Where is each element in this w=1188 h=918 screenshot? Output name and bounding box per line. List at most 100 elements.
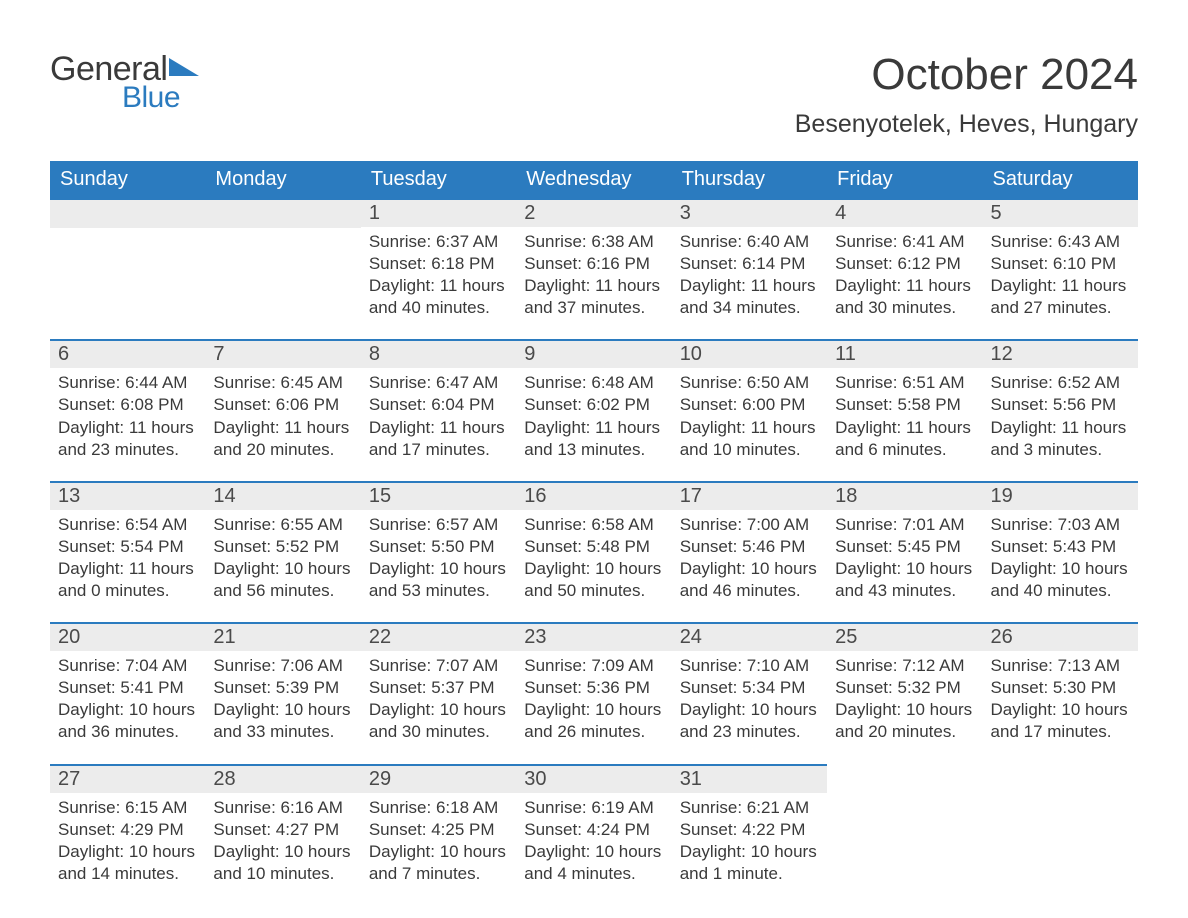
- calendar-cell: 30Sunrise: 6:19 AMSunset: 4:24 PMDayligh…: [516, 764, 671, 905]
- sunrise-value: 6:41 AM: [902, 232, 964, 251]
- daylight-line: Daylight: 10 hours and 40 minutes.: [991, 558, 1130, 602]
- sunrise-value: 6:47 AM: [436, 373, 498, 392]
- sunset-label: Sunset:: [524, 678, 586, 697]
- sunset-line: Sunset: 5:36 PM: [524, 677, 663, 699]
- sunrise-line: Sunrise: 6:21 AM: [680, 797, 819, 819]
- daylight-label: Daylight:: [213, 559, 284, 578]
- sunset-label: Sunset:: [369, 820, 431, 839]
- day-body: Sunrise: 6:50 AMSunset: 6:00 PMDaylight:…: [672, 368, 827, 480]
- sunset-value: 5:52 PM: [276, 537, 339, 556]
- weekday-header: Friday: [827, 161, 982, 198]
- sunset-value: 5:36 PM: [587, 678, 650, 697]
- daylight-label: Daylight:: [835, 418, 906, 437]
- sunrise-line: Sunrise: 6:18 AM: [369, 797, 508, 819]
- daylight-line: Daylight: 11 hours and 6 minutes.: [835, 417, 974, 461]
- day-number: 1: [361, 198, 516, 227]
- sunset-label: Sunset:: [58, 820, 120, 839]
- sunrise-line: Sunrise: 7:04 AM: [58, 655, 197, 677]
- sunset-label: Sunset:: [213, 820, 275, 839]
- sunset-line: Sunset: 5:45 PM: [835, 536, 974, 558]
- logo-text-blue: Blue: [122, 81, 199, 115]
- sunrise-value: 6:16 AM: [281, 798, 343, 817]
- sunrise-value: 7:12 AM: [902, 656, 964, 675]
- sunset-label: Sunset:: [680, 537, 742, 556]
- sunrise-value: 6:51 AM: [902, 373, 964, 392]
- sunset-label: Sunset:: [991, 395, 1053, 414]
- calendar-cell: 7Sunrise: 6:45 AMSunset: 6:06 PMDaylight…: [205, 339, 360, 480]
- title-location: Besenyotelek, Heves, Hungary: [795, 110, 1138, 139]
- calendar-week-row: 27Sunrise: 6:15 AMSunset: 4:29 PMDayligh…: [50, 764, 1138, 905]
- day-body: Sunrise: 7:12 AMSunset: 5:32 PMDaylight:…: [827, 651, 982, 763]
- calendar-cell: 26Sunrise: 7:13 AMSunset: 5:30 PMDayligh…: [983, 622, 1138, 763]
- day-number: 10: [672, 339, 827, 368]
- sunset-line: Sunset: 6:16 PM: [524, 253, 663, 275]
- day-body: Sunrise: 6:41 AMSunset: 6:12 PMDaylight:…: [827, 227, 982, 339]
- day-number: 31: [672, 764, 827, 793]
- sunrise-value: 6:40 AM: [747, 232, 809, 251]
- sunrise-value: 6:18 AM: [436, 798, 498, 817]
- daylight-line: Daylight: 10 hours and 14 minutes.: [58, 841, 197, 885]
- sunset-label: Sunset:: [369, 537, 431, 556]
- day-body: Sunrise: 6:55 AMSunset: 5:52 PMDaylight:…: [205, 510, 360, 622]
- sunset-value: 5:43 PM: [1053, 537, 1116, 556]
- sunset-line: Sunset: 5:56 PM: [991, 394, 1130, 416]
- daylight-label: Daylight:: [680, 559, 751, 578]
- day-body: Sunrise: 7:03 AMSunset: 5:43 PMDaylight:…: [983, 510, 1138, 622]
- daylight-label: Daylight:: [213, 842, 284, 861]
- sunrise-value: 6:50 AM: [747, 373, 809, 392]
- calendar-week-row: 13Sunrise: 6:54 AMSunset: 5:54 PMDayligh…: [50, 481, 1138, 622]
- sunrise-label: Sunrise:: [524, 373, 591, 392]
- sunset-value: 6:04 PM: [431, 395, 494, 414]
- daylight-line: Daylight: 10 hours and 53 minutes.: [369, 558, 508, 602]
- sunrise-line: Sunrise: 6:48 AM: [524, 372, 663, 394]
- daylight-label: Daylight:: [524, 559, 595, 578]
- sunset-line: Sunset: 6:02 PM: [524, 394, 663, 416]
- sunset-label: Sunset:: [680, 254, 742, 273]
- daylight-line: Daylight: 10 hours and 46 minutes.: [680, 558, 819, 602]
- sunrise-label: Sunrise:: [835, 373, 902, 392]
- daylight-line: Daylight: 10 hours and 56 minutes.: [213, 558, 352, 602]
- day-number: 22: [361, 622, 516, 651]
- sunrise-label: Sunrise:: [835, 656, 902, 675]
- daylight-line: Daylight: 11 hours and 13 minutes.: [524, 417, 663, 461]
- calendar-cell: 31Sunrise: 6:21 AMSunset: 4:22 PMDayligh…: [672, 764, 827, 905]
- logo: General Blue: [50, 50, 199, 115]
- calendar-week-row: 20Sunrise: 7:04 AMSunset: 5:41 PMDayligh…: [50, 622, 1138, 763]
- sunset-value: 5:46 PM: [742, 537, 805, 556]
- sunrise-label: Sunrise:: [991, 656, 1058, 675]
- sunset-line: Sunset: 6:14 PM: [680, 253, 819, 275]
- sunset-label: Sunset:: [835, 395, 897, 414]
- sunset-label: Sunset:: [213, 537, 275, 556]
- day-body: Sunrise: 7:00 AMSunset: 5:46 PMDaylight:…: [672, 510, 827, 622]
- sunrise-value: 6:37 AM: [436, 232, 498, 251]
- page-header: General Blue October 2024 Besenyotelek, …: [50, 50, 1138, 139]
- sunrise-label: Sunrise:: [835, 232, 902, 251]
- sunrise-label: Sunrise:: [58, 515, 125, 534]
- sunrise-line: Sunrise: 6:16 AM: [213, 797, 352, 819]
- daylight-label: Daylight:: [58, 700, 129, 719]
- sunset-value: 5:41 PM: [120, 678, 183, 697]
- day-body: Sunrise: 6:37 AMSunset: 6:18 PMDaylight:…: [361, 227, 516, 339]
- sunset-value: 4:22 PM: [742, 820, 805, 839]
- sunset-line: Sunset: 5:52 PM: [213, 536, 352, 558]
- sunset-value: 6:02 PM: [587, 395, 650, 414]
- sunrise-label: Sunrise:: [680, 798, 747, 817]
- sunrise-value: 6:58 AM: [591, 515, 653, 534]
- calendar-cell: [50, 198, 205, 339]
- sunset-value: 6:18 PM: [431, 254, 494, 273]
- sunset-label: Sunset:: [524, 820, 586, 839]
- daylight-line: Daylight: 11 hours and 23 minutes.: [58, 417, 197, 461]
- daylight-line: Daylight: 11 hours and 0 minutes.: [58, 558, 197, 602]
- title-month: October 2024: [795, 50, 1138, 100]
- daylight-label: Daylight:: [524, 700, 595, 719]
- calendar-week-row: 6Sunrise: 6:44 AMSunset: 6:08 PMDaylight…: [50, 339, 1138, 480]
- sunrise-label: Sunrise:: [991, 373, 1058, 392]
- daylight-line: Daylight: 10 hours and 30 minutes.: [369, 699, 508, 743]
- calendar-cell: 2Sunrise: 6:38 AMSunset: 6:16 PMDaylight…: [516, 198, 671, 339]
- calendar-cell: [983, 764, 1138, 905]
- calendar-thead: SundayMondayTuesdayWednesdayThursdayFrid…: [50, 161, 1138, 198]
- sunrise-line: Sunrise: 6:52 AM: [991, 372, 1130, 394]
- daylight-label: Daylight:: [835, 276, 906, 295]
- calendar-cell: 14Sunrise: 6:55 AMSunset: 5:52 PMDayligh…: [205, 481, 360, 622]
- sunset-line: Sunset: 6:18 PM: [369, 253, 508, 275]
